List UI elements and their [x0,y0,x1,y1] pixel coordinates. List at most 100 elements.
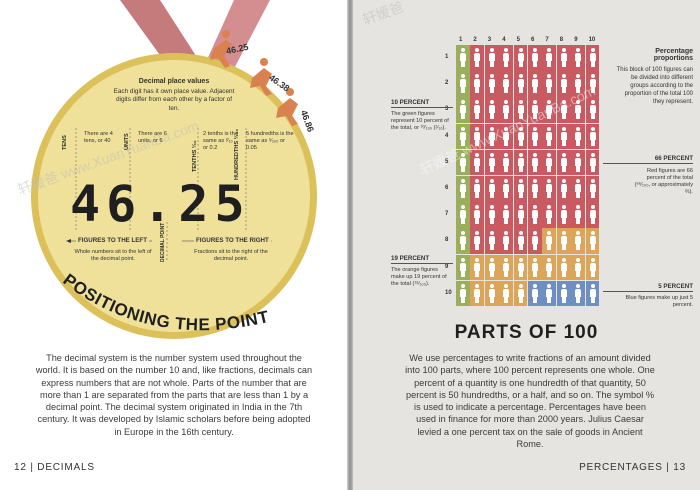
person-icon [516,228,526,253]
person-icon [573,150,583,175]
grid-cell-red [484,176,499,202]
grid-cell-orange [585,228,600,254]
grid-cell-red [470,71,485,97]
person-icon [458,281,468,306]
person-icon [559,71,569,96]
person-icon [573,45,583,70]
person-icon [573,97,583,122]
person-icon [530,228,540,253]
person-icon [544,281,554,306]
person-icon [588,124,598,149]
grid-cell-red [499,123,513,150]
nineteen-percent-note: The orange figures make up 19 percent of… [391,267,447,287]
grid-cell-red [499,202,513,228]
place-note-units: There are 6 units, or 6 [138,131,167,144]
person-icon [559,150,569,175]
figures-right-note: Fractions sit to the right of the decima… [194,249,268,262]
person-icon [487,255,497,280]
person-icon [487,45,497,70]
grid-cell-red [513,97,528,123]
person-icon [516,124,526,149]
person-icon [530,71,540,96]
grid-cell-red [585,149,600,176]
person-icon [588,150,598,175]
person-icon [530,97,540,122]
grid-cell-orange [499,254,513,281]
grid-cell-red [542,123,557,150]
footer-left: 12 | DECIMALS [14,462,95,473]
person-icon [559,255,569,280]
grid-cell-red [571,71,585,97]
page-title-left: POSITIONING THE POINT [60,270,271,334]
person-icon [458,255,468,280]
sixty-six-percent-heading: 66 PERCENT [654,155,693,162]
proportions-heading: Percentage proportions [653,48,693,62]
five-percent-heading: 5 PERCENT [658,283,693,290]
row-number: 4 [445,132,449,139]
grid-cell-orange [571,228,585,254]
person-icon [501,45,511,70]
decimal-point: . [142,175,179,233]
grid-cell-red [585,71,600,97]
grid-cell-red [556,123,571,150]
person-icon [487,228,497,253]
page-title-right: PARTS OF 100 [454,322,599,343]
grid-cell-red [470,176,485,202]
column-number: 7 [545,37,549,43]
watermark-text-top: 轩媛爸 [361,0,406,28]
grid-cell-green [456,97,470,123]
person-icon [516,97,526,122]
person-icon [472,228,482,253]
grid-cell-red [470,97,485,123]
grid-cell-blue [542,280,557,307]
grid-cell-red [484,123,499,150]
medal-graphic: 轩媛爸 www.XuanYuanBa.com [16,0,317,339]
grid-cell-blue [556,280,571,307]
person-icon [559,202,569,227]
grid-cell-green [456,45,470,71]
person-icon [487,71,497,96]
grid-cell-red [499,149,513,176]
grid-cell-red [484,202,499,228]
grid-cell-red [528,149,542,176]
person-icon [530,45,540,70]
grid-cell-red [470,123,485,150]
grid-cell-blue [585,280,600,307]
person-icon [588,228,598,253]
nineteen-percent-heading: 19 PERCENT [391,255,430,262]
grid-cell-green [456,149,470,176]
grid-cell-orange [542,254,557,281]
grid-cell-green [456,202,470,228]
grid-cell-red [542,45,557,71]
person-icon [501,202,511,227]
person-icon [573,71,583,96]
grid-cell-red [571,123,585,150]
five-percent-note: Blue figures make up just 5 percent. [625,295,693,308]
person-icon [501,71,511,96]
athlete-figure-3 [276,88,298,126]
person-icon [544,176,554,201]
grid-cell-orange [528,254,542,281]
person-icon [472,97,482,122]
grid-cell-red [528,45,542,71]
digit-tenths: 2 [178,175,215,233]
person-icon [516,45,526,70]
person-icon [516,202,526,227]
grid-cell-green [456,280,470,307]
grid-cell-orange [484,280,499,307]
athlete-figure-2 [250,58,272,96]
person-icon [487,281,497,306]
person-icon [516,281,526,306]
grid-cell-red [571,45,585,71]
left-page: 轩媛爸 www.XuanYuanBa.com 46.25 46.38 46.86… [0,0,347,490]
row-number: 5 [445,158,449,165]
row-number: 10 [445,289,452,296]
grid-cell-red [571,97,585,123]
row-number: 2 [445,80,449,87]
grid-cell-orange [556,228,571,254]
person-icon [559,45,569,70]
person-icon [573,176,583,201]
grid-cell-orange [499,280,513,307]
grid-cell-green [456,254,470,281]
grid-cell-red [499,97,513,123]
